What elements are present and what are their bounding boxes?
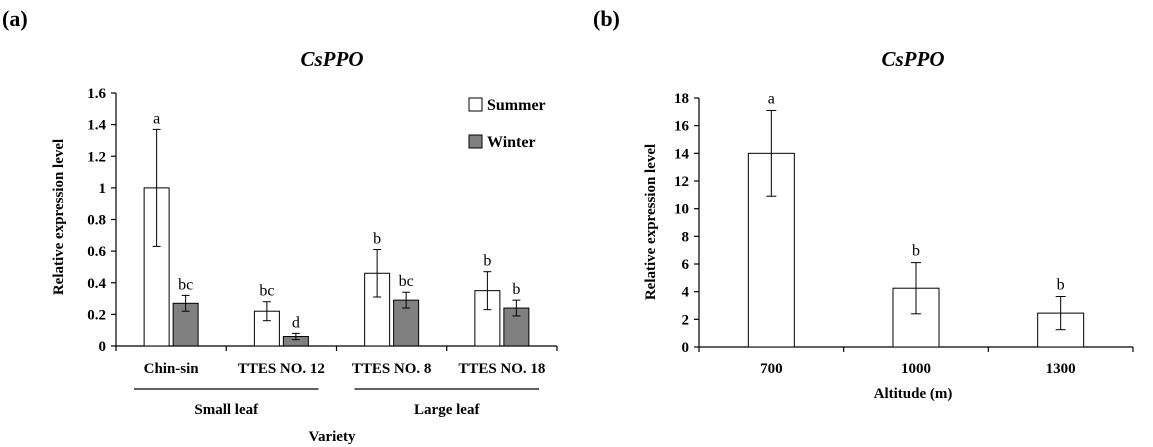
chart-b-y-tick-label: 8 xyxy=(682,229,690,245)
chart-a-y-tick-label: 0.6 xyxy=(87,244,106,260)
chart-a-significance-letter: b xyxy=(512,281,520,298)
chart-b-y-tick-label: 4 xyxy=(682,285,690,301)
chart-a-significance-letter: bc xyxy=(178,276,193,293)
chart-a-legend-label-summer: Summer xyxy=(487,97,546,114)
chart-b-y-tick-label: 0 xyxy=(682,340,690,356)
chart-a-y-tick-label: 1.2 xyxy=(87,149,106,165)
chart-a-legend-swatch-winter xyxy=(468,134,483,149)
chart-b-title: CsPPO xyxy=(882,47,945,71)
chart-b: CsPPO Relative expression level 0 2 4 6 8 10 1… xyxy=(643,47,1134,402)
chart-b-category-label: 1000 xyxy=(901,361,931,377)
chart-a-y-tick-label: 1.6 xyxy=(87,86,106,102)
chart-b-y-tick-label: 14 xyxy=(674,146,690,162)
chart-b-ylabel: Relative expression level xyxy=(643,144,659,300)
chart-b-category-label: 700 xyxy=(760,361,783,377)
chart-a-group-label: Small leaf xyxy=(194,402,259,418)
chart-a-xlabel: Variety xyxy=(309,429,356,445)
chart-a-legend-label-winter: Winter xyxy=(487,134,536,151)
chart-a-category-label: Chin-sin xyxy=(144,361,200,377)
chart-a-significance-letter: b xyxy=(483,253,491,270)
chart-b-y-tick-label: 12 xyxy=(674,174,689,190)
chart-a-category-label: TTES NO. 12 xyxy=(238,361,325,377)
panel-a-label: (a) xyxy=(2,6,28,31)
chart-a-significance-letter: d xyxy=(292,314,300,331)
chart-b-significance-letter: a xyxy=(768,90,775,107)
chart-a-plot: 0 0.2 0.4 0.6 0.8 1 1.2 1.4 1.6 Chin-sin TTES NO. … xyxy=(87,86,558,418)
chart-b-significance-letter: b xyxy=(912,243,920,260)
chart-a: CsPPO Relative expression level 00.20.40… xyxy=(51,47,558,445)
chart-a-title: CsPPO xyxy=(301,47,364,71)
chart-a-significance-letter: b xyxy=(373,231,381,248)
chart-a-y-tick-label: 0.4 xyxy=(87,276,106,292)
chart-a-ylabel: Relative expression level xyxy=(51,139,67,295)
chart-a-y-tick-label: 1 xyxy=(99,181,107,197)
chart-b-y-tick-label: 10 xyxy=(674,202,689,218)
chart-a-y-tick-label: 0.2 xyxy=(87,307,106,323)
chart-b-plot: 0 2 4 6 8 10 12 14 16 18 700 1000 1300 a b b xyxy=(674,90,1134,377)
chart-a-category-label: TTES NO. 18 xyxy=(458,361,545,377)
chart-b-category-label: 1300 xyxy=(1046,361,1076,377)
chart-b-y-tick-label: 16 xyxy=(674,119,690,135)
chart-b-y-tick-label: 2 xyxy=(682,312,690,328)
chart-a-y-tick-label: 0 xyxy=(99,339,107,355)
chart-a-legend-swatch-summer xyxy=(468,97,483,112)
chart-b-significance-letter: b xyxy=(1057,277,1065,294)
chart-a-significance-letter: bc xyxy=(399,273,414,290)
chart-a-y-tick-label: 0.8 xyxy=(87,213,106,229)
chart-a-category-label: TTES NO. 8 xyxy=(352,361,432,377)
chart-a-significance-letter: a xyxy=(153,110,160,127)
chart-a-group-label: Large leaf xyxy=(414,402,480,418)
chart-b-y-tick-label: 18 xyxy=(674,91,689,107)
chart-a-significance-letter: bc xyxy=(259,283,274,300)
chart-a-y-tick-label: 1.4 xyxy=(87,118,106,134)
chart-b-xlabel: Altitude (m) xyxy=(874,386,953,402)
panel-b-label: (b) xyxy=(593,6,620,31)
chart-b-y-tick-label: 6 xyxy=(682,257,690,273)
